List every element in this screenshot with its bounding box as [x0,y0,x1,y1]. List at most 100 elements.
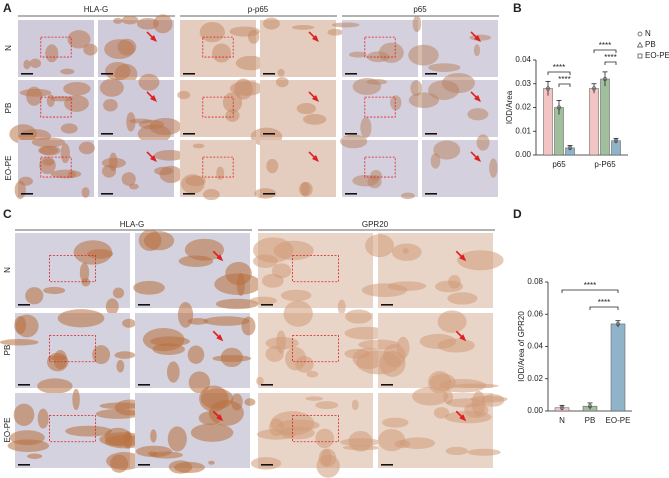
row-label: N [4,45,13,51]
tissue [187,345,205,364]
y-tick-label: 0.08 [527,277,543,286]
arrow-head [150,94,157,102]
tissue [351,399,359,411]
tissue [365,234,394,258]
tissue [202,189,220,201]
scale-bar [381,464,393,466]
tissue [327,28,344,36]
significance-label: **** [604,53,616,62]
roi-box [292,415,339,443]
tissue [247,29,260,44]
scale-bar [138,384,150,386]
tissue [275,77,289,88]
roi-box [49,335,96,363]
tissue [410,80,423,97]
tissue [447,292,478,305]
y-tick-label: 0.01 [515,126,531,135]
row-label: EO-PE [4,156,13,181]
tissue [315,428,335,449]
significance-label: **** [599,41,611,50]
scale-bar [138,304,150,306]
y-tick-label: 0.06 [527,309,543,318]
tissue [167,361,180,383]
tissue [25,287,44,305]
scale-bar [18,384,30,386]
arrow-head [312,154,319,162]
tissue [280,426,315,440]
significance-bracket [547,71,571,75]
tissue [249,296,277,305]
column-header: p-p65 [248,5,269,14]
tissue [382,417,409,428]
significance-bracket [558,83,571,87]
scale-bar [21,193,33,195]
tissue [291,25,315,30]
data-point [587,404,593,409]
arrow-head [216,414,224,422]
tissue [344,326,389,340]
x-tick-label: PB [585,416,596,425]
roi-box [364,36,396,58]
y-tick-label: 0.04 [527,342,543,351]
arrow-head [216,334,224,342]
x-tick-label: EO-PE [606,416,631,425]
tissue [241,316,256,336]
panel-label: B [513,1,522,15]
roi-box [40,96,72,118]
tissue [348,51,367,58]
data-point [559,405,565,410]
x-tick-label: p65 [552,160,566,169]
tissue [45,44,59,63]
scale-bar [425,133,437,135]
arrow-head [459,414,467,422]
tissue [303,113,327,125]
tissue [489,158,498,178]
scale-bar [345,73,357,75]
row-label: PB [4,103,13,114]
scale-bar [21,133,33,135]
tissue [126,112,136,132]
arrow-head [150,154,157,162]
tissue [112,287,125,299]
y-tick-label: 0.00 [515,150,531,159]
tissue [437,310,467,333]
tissue [113,17,123,24]
tissue [43,286,66,295]
tissue [14,180,26,200]
bar [610,323,626,412]
tissue [356,350,401,375]
scale-bar [263,193,275,195]
tissue [31,137,66,148]
micrograph [342,140,418,197]
tissue [73,240,113,265]
tissue [256,376,264,386]
roi-box [49,255,96,283]
scale-bar [101,73,113,75]
tissue [78,141,95,155]
tissue [19,88,52,97]
tissue [430,153,441,169]
bar [589,88,599,156]
tissue [244,398,256,406]
tissue [457,250,504,271]
tissue [188,371,211,394]
tissue [63,81,91,96]
tissue [445,446,468,456]
tissue [0,338,39,346]
tissue [81,187,90,198]
tissue [419,333,457,349]
tissue [190,423,234,442]
tissue [352,174,379,187]
tissue [400,192,415,200]
x-tick-label: N [559,416,565,425]
tissue [253,254,278,268]
tissue [103,98,118,112]
scale-bar [18,464,30,466]
roi-box [364,156,396,178]
tissue [435,280,464,293]
tissue [261,273,284,288]
significance-bracket [604,61,617,65]
arrow-head [312,94,319,102]
tissue [315,401,339,410]
row-label: PB [3,345,12,356]
